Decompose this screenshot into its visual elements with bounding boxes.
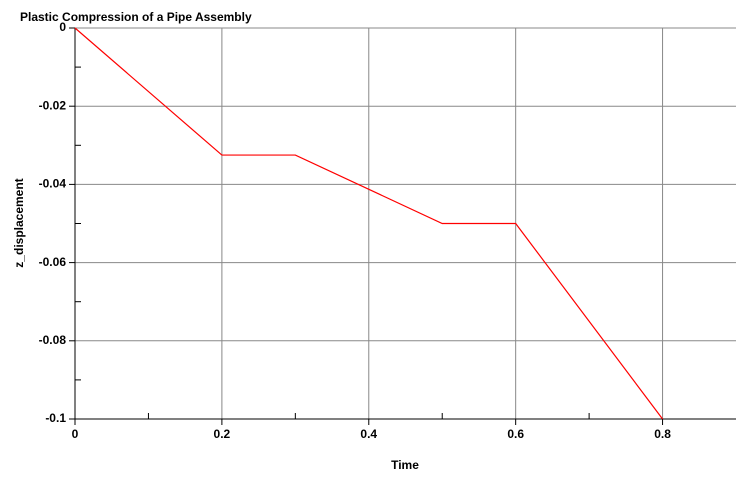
y-tick-label: 0 <box>59 20 66 34</box>
y-tick-label: -0.02 <box>39 98 67 112</box>
x-axis-label: Time <box>391 458 419 472</box>
y-tick-label: -0.04 <box>39 177 67 191</box>
chart-title: Plastic Compression of a Pipe Assembly <box>20 10 252 24</box>
y-tick-label: -0.06 <box>39 255 67 269</box>
y-tick-label: -0.1 <box>45 411 66 425</box>
data-line <box>74 27 664 420</box>
x-tick-label: 0.2 <box>214 427 231 441</box>
x-tick-label: 0 <box>72 427 79 441</box>
x-tick-label: 0.8 <box>654 427 671 441</box>
y-tick-label: -0.08 <box>39 333 67 347</box>
x-tick-label: 0.4 <box>360 427 377 441</box>
y-axis-label: z_displacement <box>12 178 26 267</box>
x-tick-label: 0.6 <box>507 427 524 441</box>
